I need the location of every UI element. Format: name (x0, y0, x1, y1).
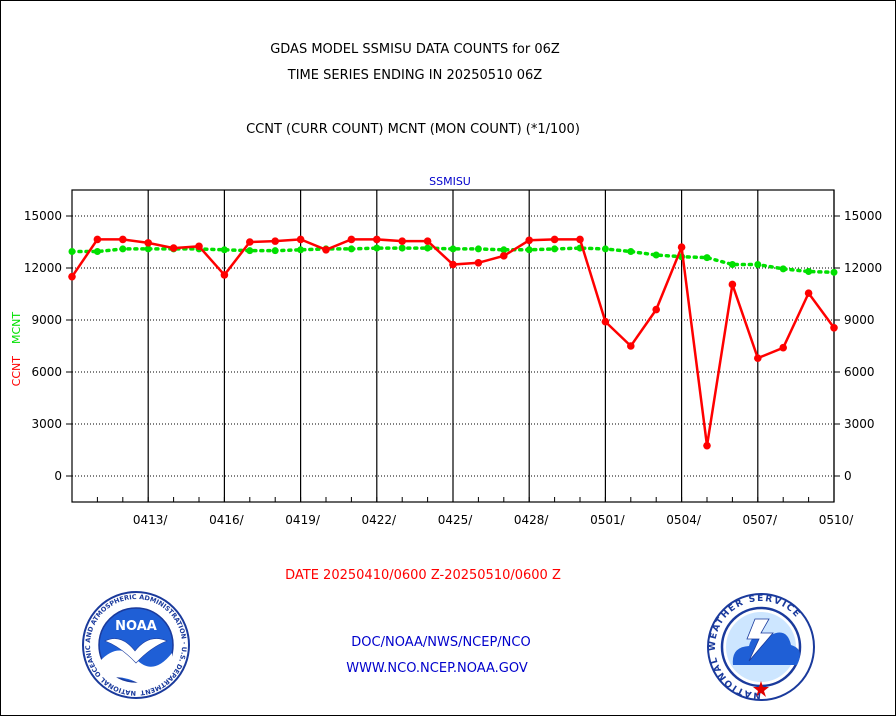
x-tick-label: 0413/ (133, 513, 169, 527)
y-tick-label-right: 15000 (844, 209, 882, 223)
x-tick-label: 0428/ (514, 513, 550, 527)
data-point-ccnt (119, 235, 127, 244)
y-axis: 0 0 3000 3000 6000 6000 9000 9000 12000 12000 1500… (24, 209, 882, 483)
data-point-mcnt (601, 245, 609, 253)
data-point-ccnt (830, 324, 838, 332)
data-point-ccnt (322, 246, 330, 254)
y-tick-label-right: 9000 (844, 313, 875, 327)
data-point-ccnt (68, 272, 76, 281)
svg-text:NATIONAL OCEANIC AND ATMOSPHER: NATIONAL OCEANIC AND ATMOSPHERIC ADMINIS… (1, 1, 188, 697)
data-point-mcnt (297, 246, 305, 254)
data-point-ccnt (373, 235, 381, 244)
data-point-mcnt (144, 245, 152, 253)
x-tick-label: 0416/ (209, 513, 245, 527)
chart-subtitle: CCNT (CURR COUNT) MCNT (MON COUNT) (*1/1… (246, 122, 580, 137)
x-tick-label: 0422/ (362, 513, 398, 527)
data-point-mcnt (246, 247, 254, 255)
x-axis-label: DATE 20250410/0600 Z-20250510/0600 Z (285, 568, 561, 583)
data-point-mcnt (830, 268, 838, 276)
y-tick-label: 0 (54, 469, 62, 483)
x-tick-label: 0507/ (743, 513, 779, 527)
data-point-ccnt (804, 289, 813, 297)
data-point-mcnt (652, 251, 660, 259)
data-point-ccnt (347, 235, 356, 244)
data-point-ccnt (576, 235, 584, 244)
data-point-mcnt (398, 244, 406, 252)
data-point-ccnt (652, 305, 660, 314)
data-point-mcnt (271, 247, 279, 255)
footer-org-path: DOC/NOAA/NWS/NCEP/NCO (351, 635, 530, 650)
data-point-ccnt (601, 317, 610, 326)
y-tick-label: 3000 (31, 417, 62, 431)
data-point-ccnt (754, 354, 762, 362)
national-weather-service-logo: NATIONAL WEATHER SERVICE (707, 593, 815, 701)
data-point-mcnt (728, 261, 736, 269)
plot-title: SSMISU (429, 175, 471, 188)
data-point-ccnt (728, 280, 737, 289)
y-tick-label-right: 0 (844, 469, 852, 483)
data-point-mcnt (68, 248, 76, 256)
data-point-ccnt (398, 237, 407, 245)
data-point-mcnt (703, 254, 711, 262)
y-tick-label: 12000 (24, 261, 62, 275)
data-point-ccnt (423, 237, 432, 245)
noaa-logo-text: NOAA (115, 619, 157, 634)
data-point-mcnt (373, 244, 381, 252)
data-point-ccnt (93, 235, 102, 244)
data-point-ccnt (220, 271, 229, 279)
x-tick-label: 0425/ (438, 513, 474, 527)
y-axis-label-mcnt: MCNT (10, 312, 23, 344)
y-tick-label-right: 12000 (844, 261, 882, 275)
grid-lines (72, 190, 835, 502)
data-point-ccnt (246, 238, 254, 246)
y-tick-label: 9000 (31, 313, 62, 327)
data-point-mcnt (754, 261, 762, 269)
data-point-mcnt (449, 245, 457, 253)
data-point-mcnt (474, 245, 482, 253)
data-point-ccnt (271, 237, 280, 245)
data-point-mcnt (779, 265, 787, 273)
data-point-ccnt (474, 259, 483, 267)
y-axis-label-ccnt: CCNT (10, 356, 23, 387)
data-point-ccnt (296, 235, 305, 244)
data-point-mcnt (93, 248, 101, 256)
data-point-ccnt (449, 260, 457, 269)
data-point-mcnt (500, 246, 508, 254)
x-axis: 0413/0416/0419/0422/0425/0428/0501/0504/… (96, 497, 855, 527)
data-point-ccnt (144, 239, 152, 247)
y-tick-label: 15000 (24, 209, 62, 223)
x-tick-label: 0501/ (590, 513, 626, 527)
noaa-ring-text: NATIONAL OCEANIC AND ATMOSPHERIC ADMINIS… (1, 1, 188, 697)
data-point-mcnt (220, 246, 228, 254)
data-point-ccnt (779, 343, 787, 352)
data-point-ccnt (703, 441, 711, 450)
data-point-mcnt (551, 245, 559, 253)
data-point-ccnt (500, 252, 508, 260)
data-point-ccnt (550, 235, 559, 244)
data-point-mcnt (347, 245, 355, 253)
y-tick-label: 6000 (31, 365, 62, 379)
x-tick-label: 0504/ (666, 513, 702, 527)
y-tick-label-right: 6000 (844, 365, 875, 379)
data-point-ccnt (195, 242, 203, 251)
chart-title-line2: TIME SERIES ENDING IN 20250510 06Z (287, 68, 543, 83)
data-point-mcnt (627, 248, 635, 256)
data-point-ccnt (169, 244, 178, 252)
data-point-ccnt (525, 236, 533, 245)
noaa-logo: NOAA NATIONAL OCEANIC AND ATMOSPHERIC AD… (1, 1, 190, 699)
data-point-mcnt (119, 245, 127, 253)
y-tick-label-right: 3000 (844, 417, 875, 431)
chart-title-line1: GDAS MODEL SSMISU DATA COUNTS for 06Z (270, 42, 560, 57)
data-point-ccnt (627, 342, 635, 350)
data-point-mcnt (424, 244, 432, 252)
x-tick-label: 0419/ (285, 513, 321, 527)
footer-website: WWW.NCO.NCEP.NOAA.GOV (346, 661, 528, 676)
series-ccnt (68, 235, 838, 450)
data-point-mcnt (525, 246, 533, 254)
data-point-ccnt (677, 243, 686, 251)
x-tick-label: 0510/ (819, 513, 855, 527)
data-point-mcnt (805, 267, 813, 275)
